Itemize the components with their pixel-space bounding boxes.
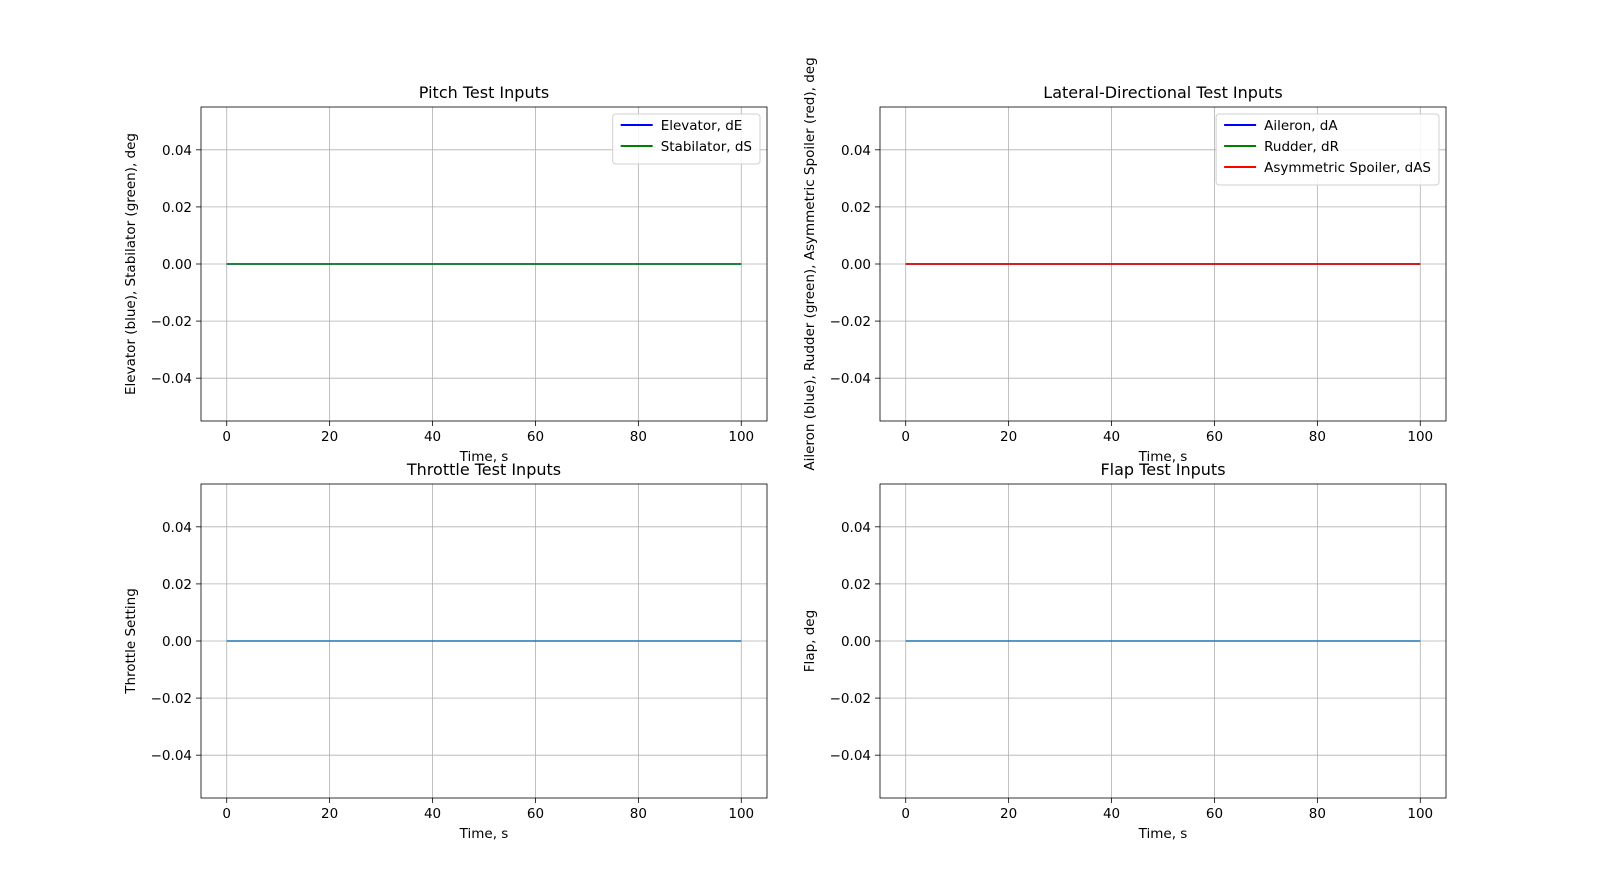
x-tick-label: 40 — [1103, 429, 1120, 445]
chart-title: Lateral-Directional Test Inputs — [1043, 83, 1282, 102]
y-axis-label: Flap, deg — [802, 610, 818, 672]
x-tick-label: 20 — [321, 806, 338, 822]
y-tick-label: 0.04 — [841, 143, 871, 159]
y-tick-label: 0.02 — [841, 200, 871, 216]
y-axis-label: Elevator (blue), Stabilator (green), deg — [123, 133, 139, 395]
x-tick-label: 40 — [424, 806, 441, 822]
y-tick-label: 0.02 — [841, 577, 871, 593]
y-tick-label: 0.04 — [841, 520, 871, 536]
y-tick-label: −0.04 — [151, 748, 192, 764]
chart-panel-1: 0 20 40 60 80 100 0.04 0.02 0.00 −0.02 −0.04 Pitch … — [123, 83, 768, 465]
y-tick-label: −0.02 — [151, 314, 192, 330]
x-tick-label: 60 — [1206, 806, 1223, 822]
x-tick-label: 80 — [630, 429, 647, 445]
x-tick-label: 100 — [1407, 429, 1433, 445]
chart-title: Throttle Test Inputs — [406, 460, 561, 479]
chart-title: Pitch Test Inputs — [419, 83, 549, 102]
x-tick-label: 0 — [901, 806, 910, 822]
x-axis-label: Time, s — [1138, 449, 1188, 465]
y-tick-label: 0.00 — [841, 257, 871, 273]
x-tick-label: 80 — [1309, 429, 1326, 445]
legend: Aileron, dA Rudder, dR Asymmetric Spoiler,… — [1215, 113, 1440, 186]
y-tick-label: 0.00 — [162, 257, 192, 273]
y-tick-label: −0.04 — [151, 371, 192, 387]
x-tick-label: 40 — [1103, 806, 1120, 822]
x-tick-label: 60 — [527, 806, 544, 822]
x-axis-label: Time, s — [459, 449, 509, 465]
legend-box — [1215, 113, 1440, 186]
chart-title: Flap Test Inputs — [1100, 460, 1225, 479]
y-tick-label: 0.04 — [162, 520, 192, 536]
legend-label: Stabilator, dS — [661, 139, 752, 155]
y-tick-label: 0.00 — [162, 634, 192, 650]
y-tick-label: 0.00 — [841, 634, 871, 650]
y-tick-label: −0.02 — [830, 314, 871, 330]
y-axis-label: Aileron (blue), Rudder (green), Asymmetr… — [802, 57, 818, 470]
x-tick-label: 60 — [1206, 429, 1223, 445]
y-tick-label: −0.02 — [830, 691, 871, 707]
y-tick-label: −0.02 — [151, 691, 192, 707]
legend-label: Aileron, dA — [1264, 118, 1338, 134]
x-axis-label: Time, s — [1138, 826, 1188, 842]
x-tick-label: 20 — [1000, 429, 1017, 445]
x-tick-label: 0 — [222, 806, 231, 822]
chart-panel-2: 0 20 40 60 80 100 0.04 0.02 0.00 −0.02 −0.04 Latera… — [802, 57, 1447, 471]
x-tick-label: 20 — [321, 429, 338, 445]
y-tick-label: 0.04 — [162, 143, 192, 159]
legend-label: Asymmetric Spoiler, dAS — [1264, 160, 1431, 176]
chart-panel-3: 0 20 40 60 80 100 0.04 0.02 0.00 −0.02 −0.04 Thrott… — [123, 460, 768, 842]
y-axis-label: Throttle Setting — [123, 588, 139, 695]
x-tick-label: 40 — [424, 429, 441, 445]
legend-label: Elevator, dE — [661, 118, 743, 134]
x-tick-label: 100 — [728, 429, 754, 445]
y-tick-label: 0.02 — [162, 200, 192, 216]
x-tick-label: 60 — [527, 429, 544, 445]
legend: Elevator, dE Stabilator, dS — [612, 113, 761, 165]
x-tick-label: 100 — [1407, 806, 1433, 822]
x-axis-label: Time, s — [459, 826, 509, 842]
x-tick-label: 0 — [222, 429, 231, 445]
x-tick-label: 80 — [630, 806, 647, 822]
legend-box — [612, 113, 761, 165]
legend-label: Rudder, dR — [1264, 139, 1339, 155]
y-tick-label: 0.02 — [162, 577, 192, 593]
x-tick-label: 20 — [1000, 806, 1017, 822]
x-tick-label: 80 — [1309, 806, 1326, 822]
chart-panel-4: 0 20 40 60 80 100 0.04 0.02 0.00 −0.02 −0.04 Flap T… — [802, 460, 1447, 842]
y-tick-label: −0.04 — [830, 748, 871, 764]
y-tick-label: −0.04 — [830, 371, 871, 387]
x-tick-label: 0 — [901, 429, 910, 445]
x-tick-label: 100 — [728, 806, 754, 822]
